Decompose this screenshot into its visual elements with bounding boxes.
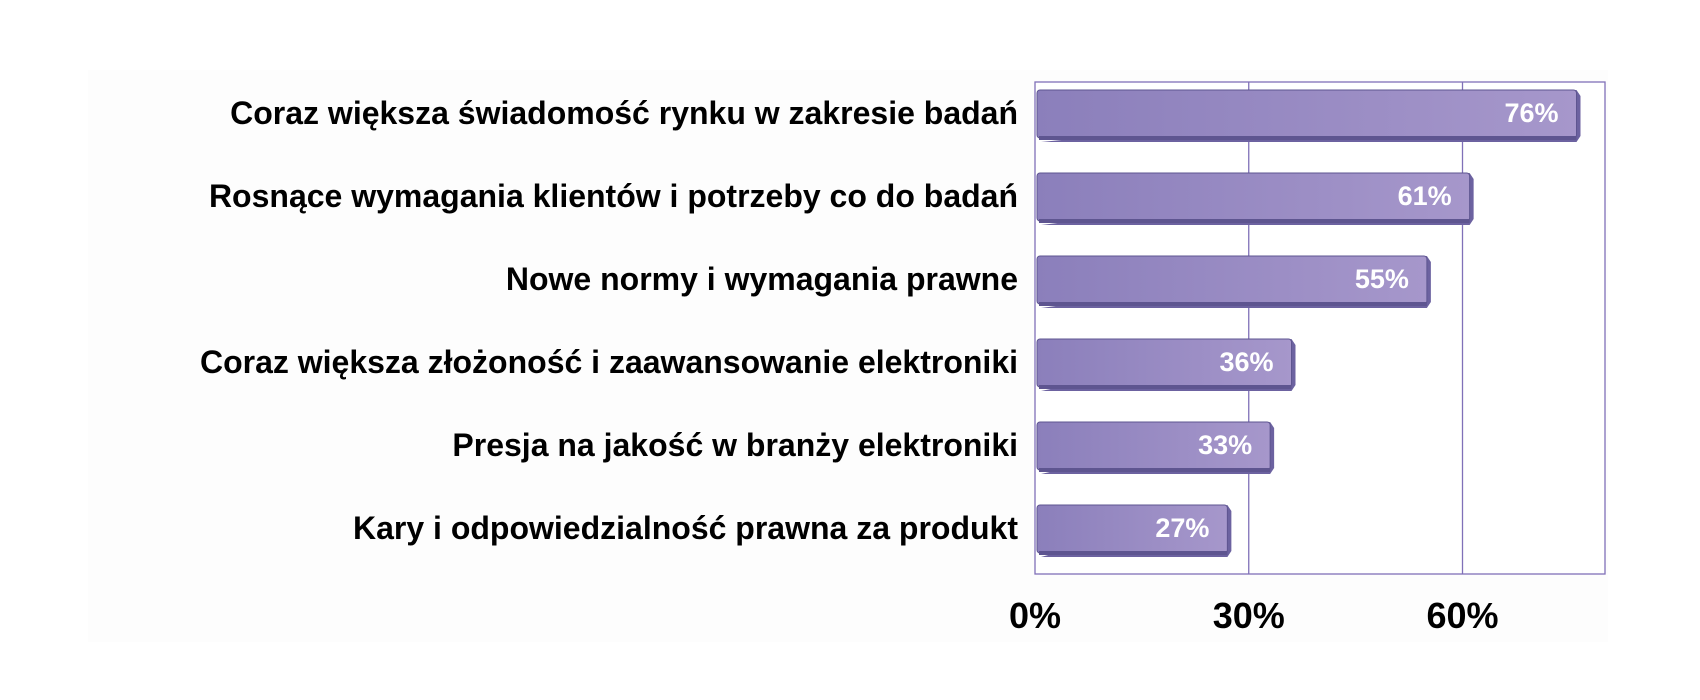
category-labels: Coraz większa świadomość rynku w zakresi… [200, 95, 1018, 546]
category-label: Nowe normy i wymagania prawne [506, 261, 1018, 297]
x-tick-label: 0% [1009, 595, 1061, 636]
category-label: Rosnące wymagania klientów i potrzeby co… [209, 178, 1018, 214]
bar-value-label: 61% [1398, 181, 1452, 211]
bar-bottom-edge [1039, 551, 1228, 555]
bar-group: 27% [1036, 504, 1232, 557]
bar-bottom-edge [1039, 385, 1292, 389]
bar-group: 76% [1036, 89, 1581, 142]
bar-group: 33% [1036, 421, 1275, 474]
bar-value-label: 33% [1198, 430, 1252, 460]
x-axis-ticks: 0% 30% 60% [1009, 595, 1499, 636]
bar-group: 61% [1036, 172, 1474, 225]
bar-group: 36% [1036, 338, 1296, 391]
category-label: Kary i odpowiedzialność prawna za produk… [353, 510, 1018, 546]
plot-frame [1034, 81, 1606, 575]
bar-group: 55% [1036, 255, 1431, 308]
x-tick-label: 30% [1213, 595, 1285, 636]
bar-value-label: 36% [1219, 347, 1273, 377]
category-label: Coraz większa świadomość rynku w zakresi… [230, 95, 1018, 131]
plot-area [1034, 81, 1606, 575]
bar-bottom-edge [1039, 302, 1427, 306]
bar-value-label: 55% [1355, 264, 1409, 294]
category-label: Presja na jakość w branży elektroniki [452, 427, 1018, 463]
bar-bottom-edge [1039, 219, 1470, 223]
x-tick-label: 60% [1426, 595, 1498, 636]
bar-value-label: 27% [1155, 513, 1209, 543]
bars: 76% 61% 55% 36% 33% 27% [1036, 89, 1581, 557]
bar-bottom-edge [1039, 136, 1577, 140]
category-label: Coraz większa złożoność i zaawansowanie … [200, 344, 1018, 380]
bar-value-label: 76% [1504, 98, 1558, 128]
bar [1036, 89, 1577, 139]
bar-bottom-edge [1039, 468, 1271, 472]
